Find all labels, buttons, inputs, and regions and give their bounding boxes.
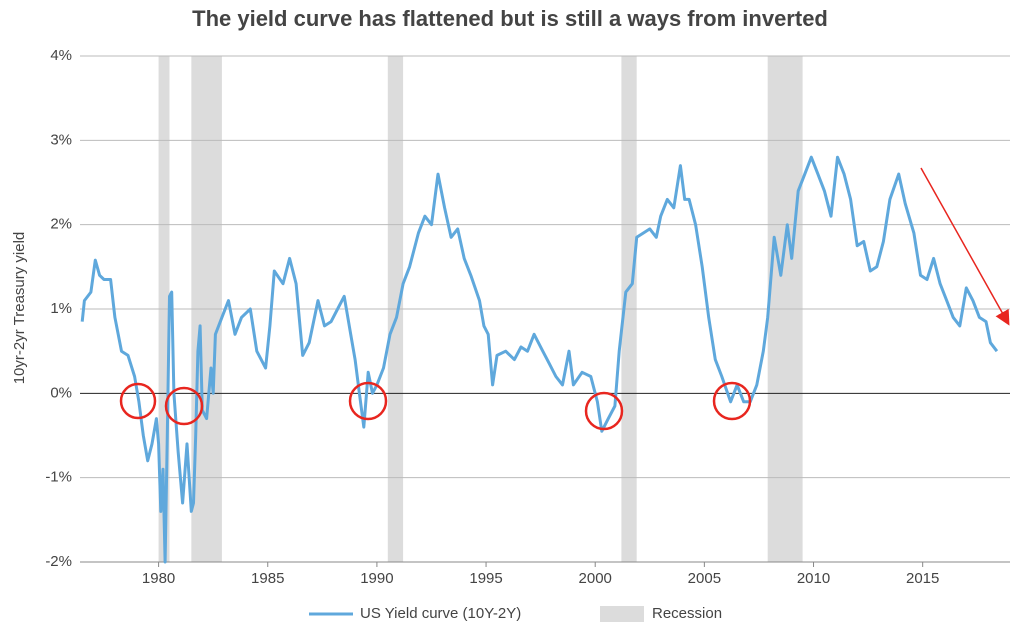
x-tick-label: 2000	[579, 570, 612, 587]
plot-layer	[80, 155, 999, 564]
x-tick-label: 2005	[688, 570, 721, 587]
x-tick-label: 1985	[251, 570, 284, 587]
x-tick-label: 2010	[797, 570, 830, 587]
annotation-circle	[119, 382, 157, 420]
chart-title: The yield curve has flattened but is sti…	[192, 6, 828, 31]
y-tick-label: -1%	[45, 469, 72, 486]
annotation-circle	[164, 386, 204, 426]
annotation-circle	[584, 391, 624, 431]
y-axis-label: 10yr-2yr Treasury yield	[11, 232, 28, 385]
x-tick-label: 1990	[360, 570, 393, 587]
y-tick-label: 3%	[50, 131, 72, 148]
x-tick-label: 1995	[469, 570, 502, 587]
y-tick-label: 1%	[50, 300, 72, 317]
y-tick-label: 2%	[50, 216, 72, 233]
trend-arrow	[920, 167, 1010, 326]
annotations	[119, 167, 1010, 431]
annotation-circle	[348, 381, 388, 421]
series-line	[80, 155, 999, 564]
legend-label: Recession	[652, 605, 722, 622]
y-tick-label: 4%	[50, 47, 72, 64]
y-tick-label: -2%	[45, 553, 72, 570]
x-tick-label: 1980	[142, 570, 175, 587]
legend-label: US Yield curve (10Y-2Y)	[360, 605, 521, 622]
annotation-circle	[712, 381, 752, 421]
x-tick-label: 2015	[906, 570, 939, 587]
grid-layer	[80, 55, 1010, 567]
y-tick-label: 0%	[50, 384, 72, 401]
legend-swatch	[600, 606, 644, 622]
